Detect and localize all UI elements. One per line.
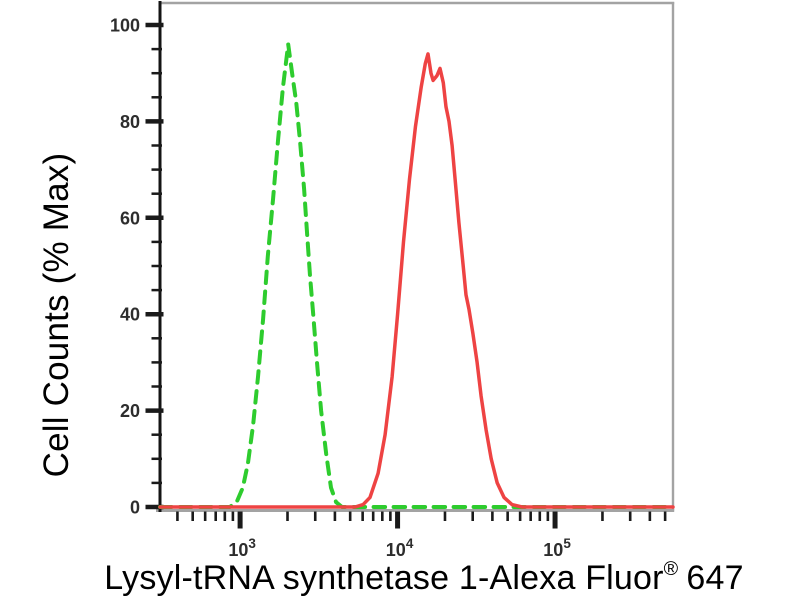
y-tick-label: 100 [110, 16, 140, 36]
y-tick-label: 60 [120, 208, 140, 228]
y-tick-label: 40 [120, 305, 140, 325]
x-tick-label: 105 [543, 536, 571, 560]
registered-trademark-symbol: ® [663, 558, 679, 581]
x-axis-title-main: Lysyl-tRNA synthetase 1-Alexa Fluor [104, 559, 664, 597]
y-tick-label: 20 [120, 401, 140, 421]
y-axis-title: Cell Counts (% Max) [37, 153, 77, 478]
x-axis-title: Lysyl-tRNA synthetase 1-Alexa Fluor® 647 [104, 559, 743, 598]
y-axis-title-text: Cell Counts (% Max) [37, 152, 76, 478]
x-tick-label: 103 [228, 536, 256, 560]
series-red-solid-sample [158, 52, 675, 509]
x-tick-label: 104 [386, 536, 414, 560]
x-axis-title-suffix: 647 [686, 559, 744, 597]
series-green-dashed-control [158, 42, 675, 509]
y-tick-label: 80 [120, 112, 140, 132]
y-tick-label: 0 [130, 498, 140, 518]
